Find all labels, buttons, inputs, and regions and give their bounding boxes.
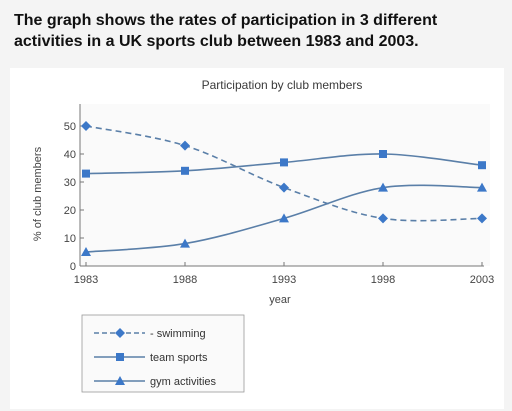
x-tick-label: 2003 [470,274,494,286]
data-point-team-sports [181,166,189,175]
data-point-gym-activities [81,247,91,256]
legend: - swimming team sports gym activities [94,328,217,388]
legend-label-team-sports: team sports [150,352,208,364]
x-axis-label: year [269,294,291,306]
y-tick-label: 30 [64,177,76,189]
legend-marker-gym-activities [115,376,125,385]
legend-box [81,314,245,393]
data-point-swimming [81,121,91,131]
data-point-gym-activities [279,213,289,223]
data-point-gym-activities [477,182,487,192]
legend-label-gym-activities: gym activities [150,376,217,388]
data-point-swimming [477,213,487,224]
legend-marker-team-sports [116,353,124,361]
y-tick-label: 0 [70,261,76,273]
y-tick-label: 40 [64,149,76,161]
x-tick-label: 1998 [371,274,395,286]
data-point-team-sports [478,161,486,170]
heading-line-1: The graph shows the rates of participati… [14,12,438,29]
series-layer [81,121,487,256]
data-point-gym-activities [378,182,388,192]
x-ticks: 1983 1988 1993 1998 2003 [74,262,494,286]
data-point-gym-activities [180,238,190,248]
legend-marker-swimming [115,328,125,338]
y-ticks: 0 10 20 30 40 50 [64,121,84,273]
legend-label-swimming: - swimming [150,328,206,340]
x-tick-label: 1983 [74,274,98,286]
data-point-team-sports [379,150,387,158]
x-tick-label: 1993 [272,274,296,286]
heading-line-2: activities in a UK sports club between 1… [14,33,419,50]
series-line-swimming [85,125,483,222]
data-point-swimming [279,182,289,193]
data-point-swimming [378,213,388,224]
data-point-swimming [180,140,190,151]
y-tick-label: 20 [64,205,76,217]
data-point-team-sports [280,158,288,167]
y-tick-label: 50 [64,121,76,133]
chart-title: Participation by club members [202,78,363,92]
page-heading: The graph shows the rates of participati… [14,10,504,52]
y-axis-label: % of club members [32,146,44,241]
data-point-team-sports [82,169,90,178]
y-tick-label: 10 [64,233,76,245]
x-tick-label: 1988 [173,274,197,286]
